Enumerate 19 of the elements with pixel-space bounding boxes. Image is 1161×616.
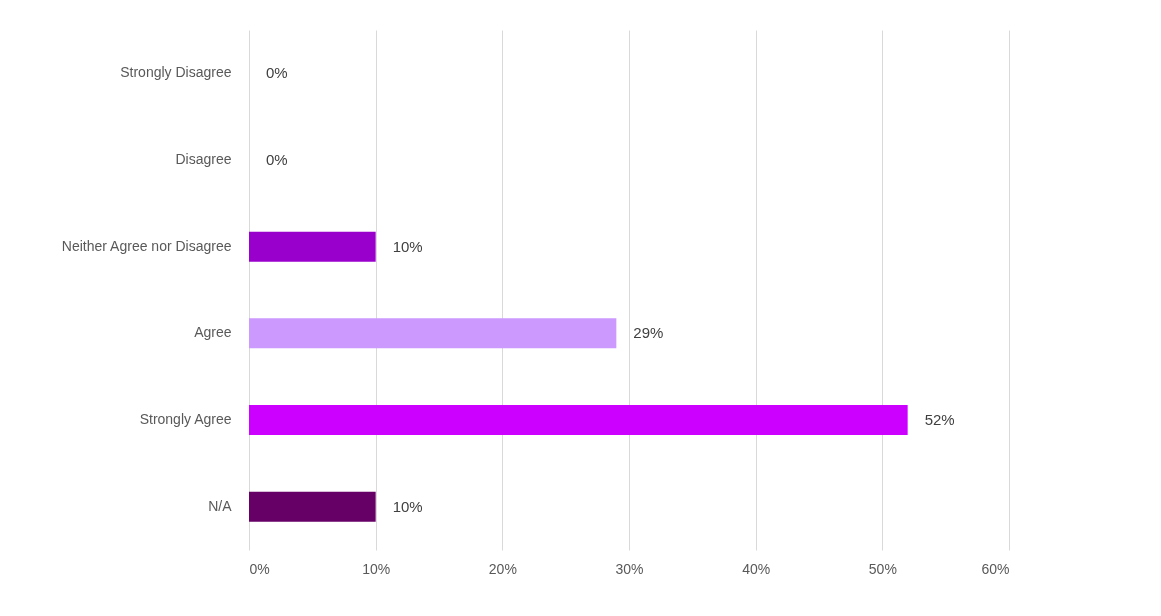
y-tick-label: Neither Agree nor Disagree (61, 237, 232, 254)
y-tick-label: Strongly Agree (139, 411, 232, 427)
data-label: 10% (392, 237, 423, 255)
x-tick-label: 10% (362, 560, 391, 577)
data-label: 0% (266, 151, 288, 168)
data-label: 52% (924, 411, 955, 428)
data-label: 29% (633, 324, 664, 342)
x-tick-label: 30% (615, 560, 644, 577)
data-label: 0% (266, 64, 288, 82)
x-tick-label: 60% (981, 560, 1010, 577)
y-tick-label: N/A (208, 497, 233, 514)
x-tick-label: 50% (868, 560, 897, 577)
x-tick-label: 0% (249, 560, 270, 577)
x-tick-label: 20% (488, 560, 517, 577)
y-tick-label: Agree (194, 324, 232, 341)
y-tick-label: Disagree (175, 151, 232, 167)
x-tick-label: 40% (742, 560, 771, 577)
y-tick-label: Strongly Disagree (120, 64, 232, 81)
data-label: 10% (392, 497, 423, 515)
